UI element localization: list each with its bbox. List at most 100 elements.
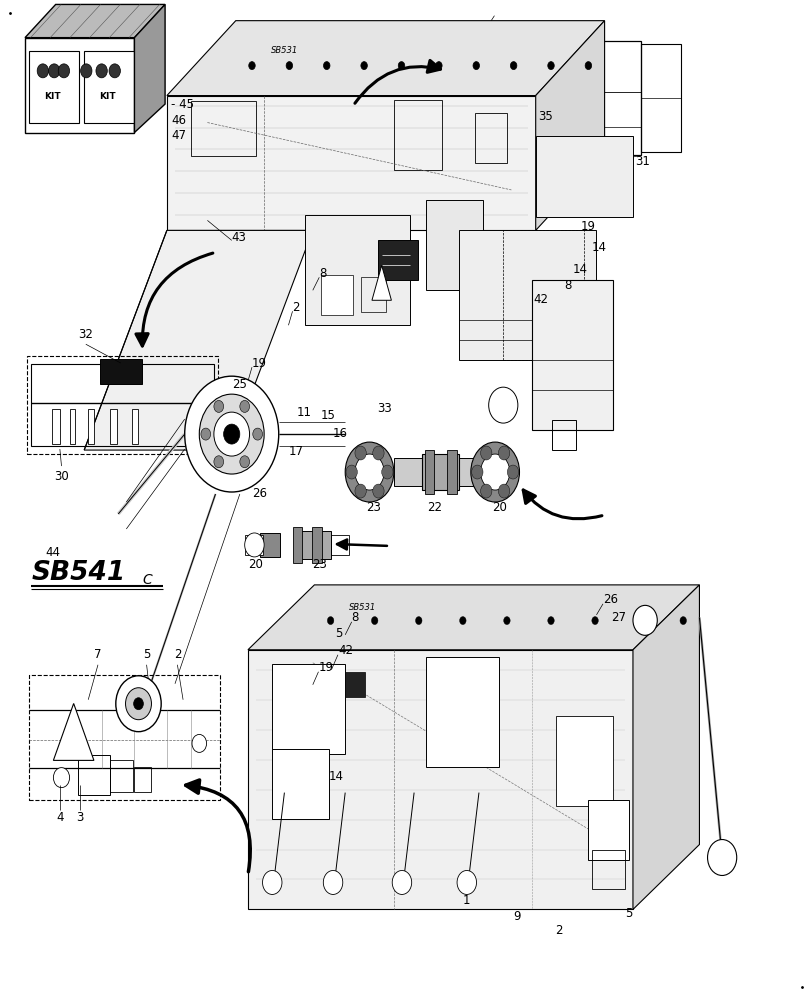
- Text: SB541: SB541: [32, 560, 126, 586]
- Circle shape: [191, 734, 206, 752]
- Text: 42: 42: [337, 644, 353, 657]
- Polygon shape: [167, 96, 535, 230]
- Text: SB531: SB531: [270, 46, 298, 55]
- Polygon shape: [25, 4, 165, 38]
- Circle shape: [498, 484, 509, 498]
- Bar: [84, 51, 135, 123]
- Circle shape: [503, 617, 509, 625]
- Bar: [132, 409, 139, 444]
- Circle shape: [37, 64, 49, 78]
- Bar: [474, 113, 507, 163]
- Circle shape: [459, 617, 466, 625]
- Text: 23: 23: [366, 501, 380, 514]
- Circle shape: [323, 62, 329, 70]
- Polygon shape: [247, 650, 633, 909]
- Circle shape: [354, 446, 366, 460]
- Circle shape: [507, 465, 518, 479]
- Bar: [294, 531, 330, 559]
- Circle shape: [134, 698, 144, 710]
- Text: 32: 32: [79, 328, 93, 341]
- Text: C: C: [143, 573, 152, 587]
- Text: 44: 44: [45, 546, 60, 559]
- Circle shape: [480, 454, 509, 490]
- Circle shape: [262, 870, 281, 894]
- Bar: [32, 364, 213, 446]
- Bar: [304, 215, 410, 325]
- Text: 23: 23: [311, 558, 326, 571]
- Circle shape: [360, 62, 367, 70]
- Text: KIT: KIT: [99, 92, 115, 101]
- Circle shape: [49, 64, 60, 78]
- Bar: [187, 423, 199, 448]
- Polygon shape: [633, 585, 698, 909]
- Bar: [551, 420, 576, 450]
- Polygon shape: [54, 703, 94, 760]
- Circle shape: [327, 617, 333, 625]
- Bar: [377, 240, 418, 280]
- Bar: [311, 527, 321, 563]
- Text: 30: 30: [54, 470, 69, 483]
- Circle shape: [116, 676, 161, 732]
- Bar: [535, 136, 633, 217]
- Bar: [556, 716, 612, 806]
- Circle shape: [323, 870, 342, 894]
- Bar: [25, 38, 135, 133]
- Text: 25: 25: [232, 378, 247, 391]
- Circle shape: [252, 428, 262, 440]
- Bar: [110, 760, 133, 792]
- Text: 20: 20: [248, 558, 263, 571]
- Text: 8: 8: [319, 267, 326, 280]
- Circle shape: [371, 617, 377, 625]
- Text: 47: 47: [170, 129, 186, 142]
- Bar: [29, 51, 79, 123]
- Text: - 45: - 45: [170, 98, 194, 111]
- Circle shape: [510, 62, 517, 70]
- Circle shape: [345, 442, 393, 502]
- Circle shape: [372, 446, 384, 460]
- Text: 19: 19: [318, 661, 333, 674]
- Bar: [448, 46, 476, 84]
- Bar: [447, 450, 457, 494]
- Polygon shape: [535, 21, 604, 230]
- Circle shape: [591, 617, 598, 625]
- Text: 1: 1: [462, 894, 470, 907]
- Text: 22: 22: [427, 501, 441, 514]
- Bar: [345, 672, 365, 697]
- Bar: [272, 749, 328, 819]
- Text: 14: 14: [591, 241, 606, 254]
- Circle shape: [126, 688, 152, 720]
- Bar: [424, 450, 434, 494]
- Circle shape: [457, 870, 476, 894]
- Circle shape: [354, 484, 366, 498]
- Bar: [422, 454, 458, 490]
- Circle shape: [372, 484, 384, 498]
- Circle shape: [213, 400, 223, 412]
- Circle shape: [706, 840, 736, 875]
- Circle shape: [213, 412, 249, 456]
- Polygon shape: [167, 21, 604, 96]
- Circle shape: [480, 484, 491, 498]
- Text: 19: 19: [251, 357, 267, 370]
- Bar: [191, 101, 255, 156]
- Text: 43: 43: [231, 231, 247, 244]
- Bar: [100, 359, 142, 384]
- Circle shape: [633, 605, 656, 635]
- Text: 35: 35: [538, 110, 552, 123]
- Bar: [442, 41, 641, 155]
- Text: 11: 11: [296, 406, 311, 419]
- Bar: [588, 800, 629, 859]
- Circle shape: [54, 768, 70, 788]
- Circle shape: [285, 62, 292, 70]
- Text: 3: 3: [76, 811, 84, 824]
- Circle shape: [239, 400, 249, 412]
- Polygon shape: [135, 4, 165, 133]
- Text: 4: 4: [56, 811, 63, 824]
- Circle shape: [470, 442, 519, 502]
- Circle shape: [547, 617, 554, 625]
- Bar: [426, 657, 499, 767]
- Circle shape: [223, 424, 239, 444]
- Bar: [393, 458, 491, 486]
- Bar: [110, 409, 118, 444]
- Polygon shape: [247, 585, 698, 650]
- Text: 17: 17: [288, 445, 303, 458]
